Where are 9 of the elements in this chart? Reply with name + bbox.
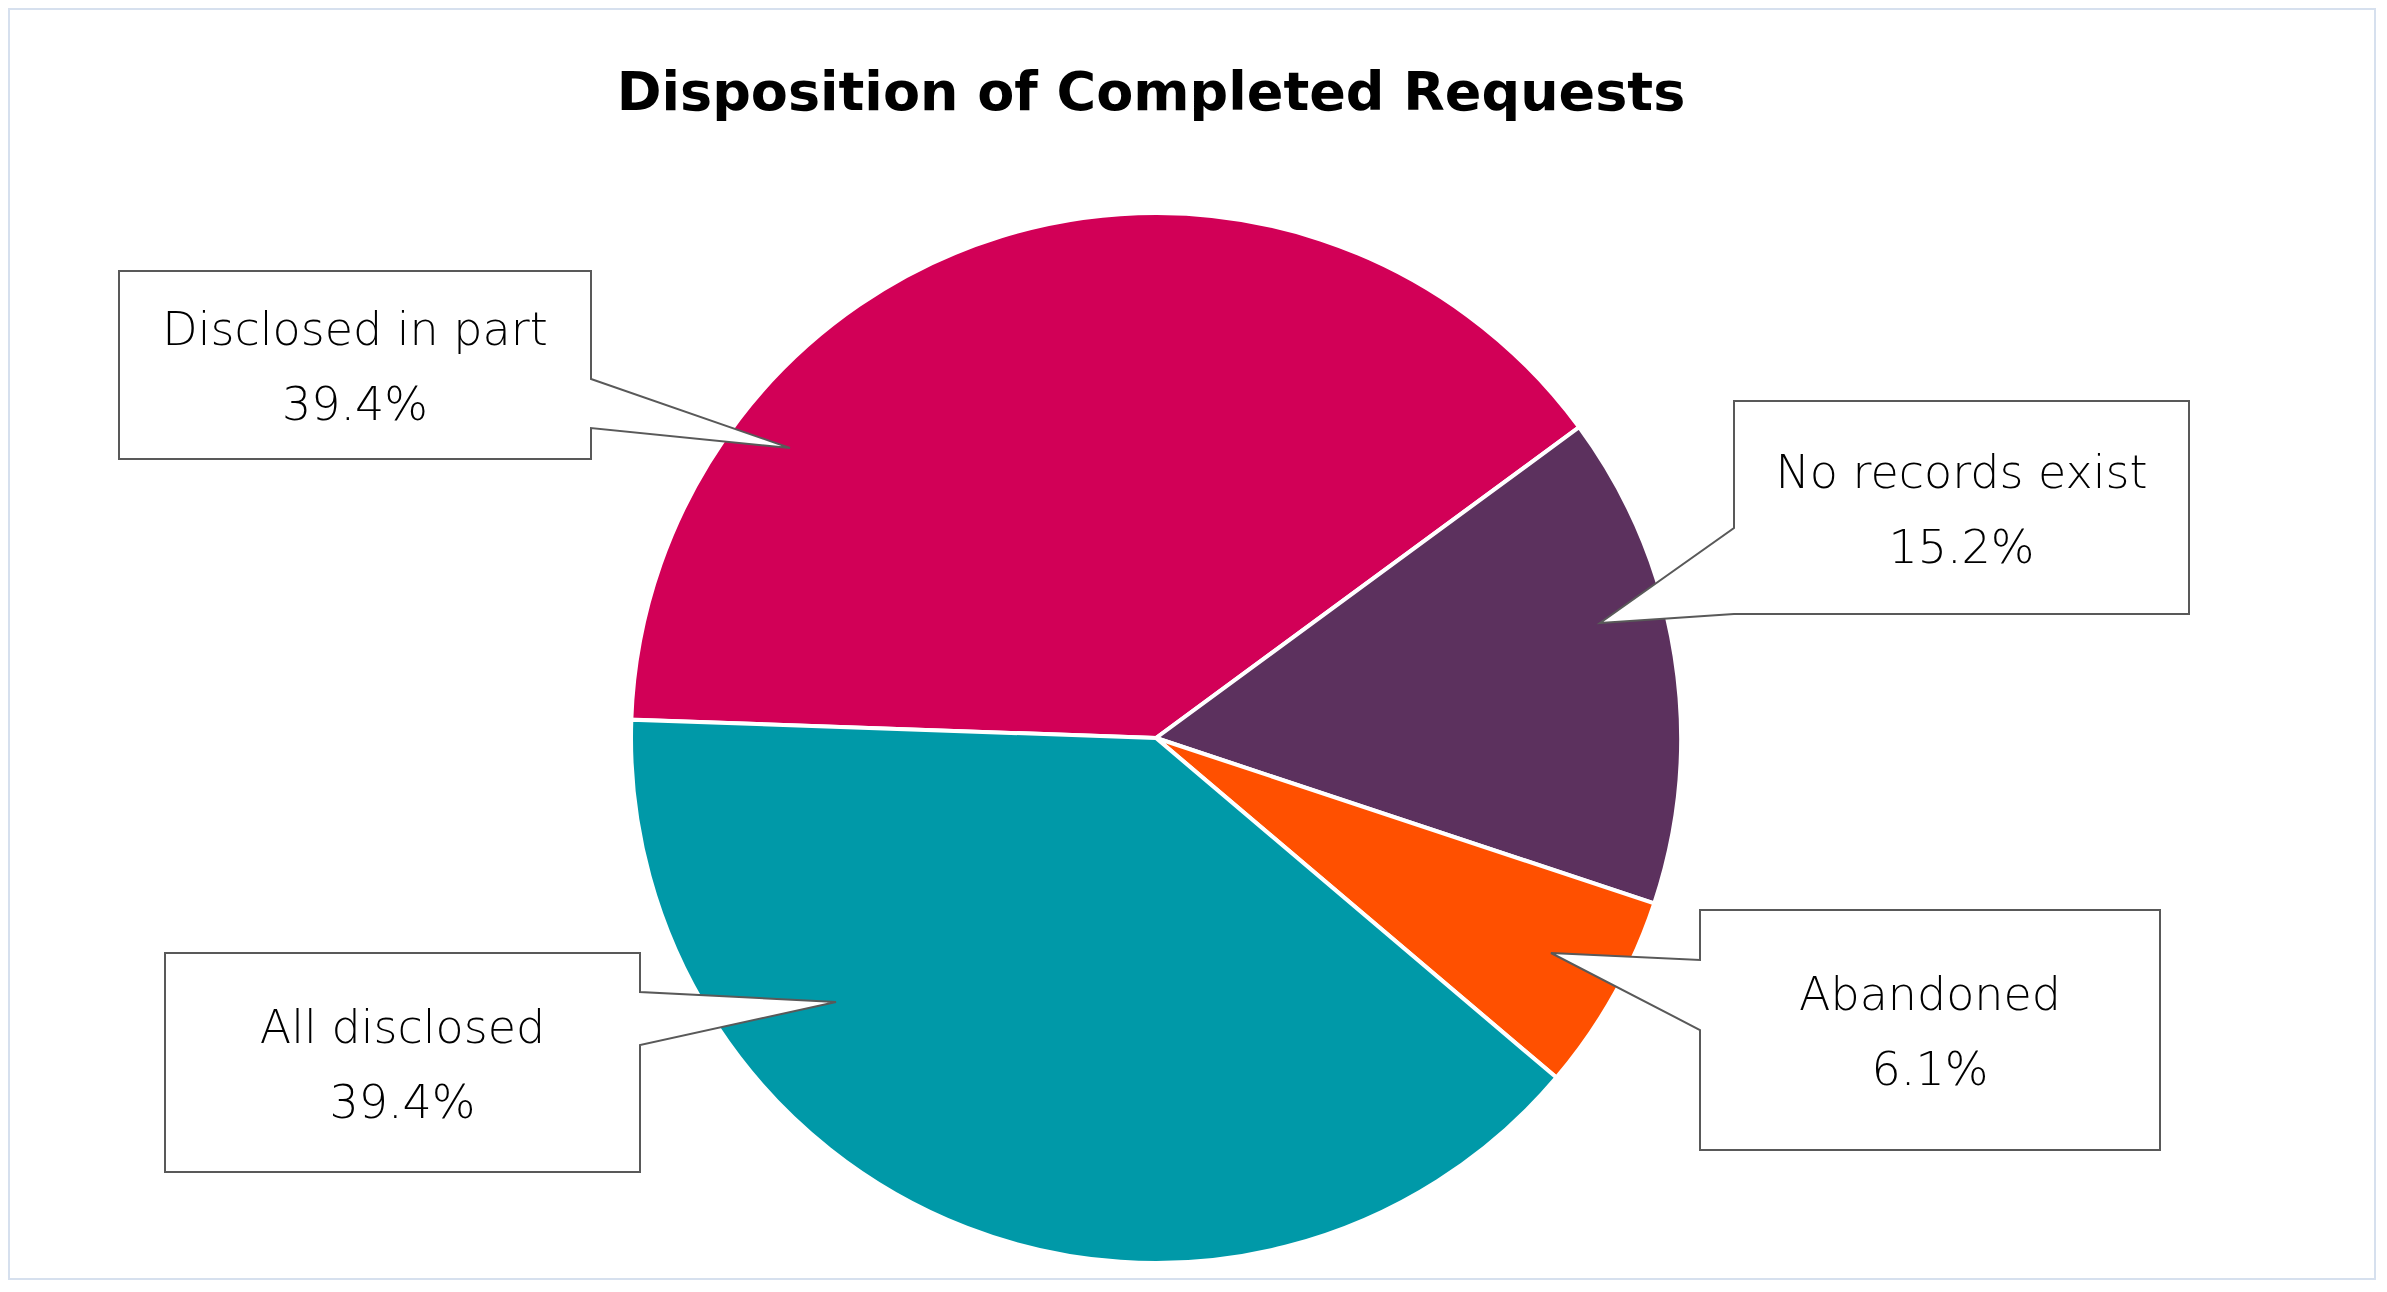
slice-label: Abandoned [1798, 967, 2062, 1021]
data-label: 6.1% [1871, 1042, 1989, 1096]
data-label: 39.4% [281, 377, 429, 431]
data-label: 15.2% [1888, 519, 2035, 574]
slice-label: Disclosed in part [162, 302, 548, 356]
data-label: 39.4% [329, 1074, 476, 1129]
slice-label: No records exist [1775, 444, 2148, 499]
slice-label: All disclosed [259, 999, 546, 1054]
chart-title: Disposition of Completed Requests [616, 60, 1686, 123]
